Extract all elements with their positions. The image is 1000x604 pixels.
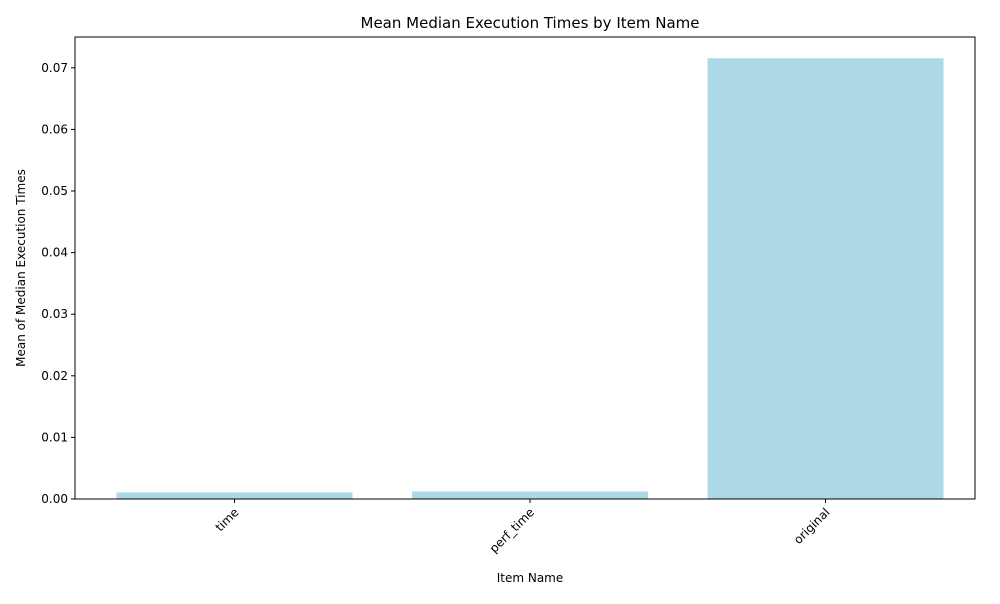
- y-tick-label: 0.02: [41, 369, 68, 383]
- y-tick-label: 0.01: [41, 430, 68, 444]
- bar-perf_time: [412, 491, 648, 499]
- x-tick-label: original: [791, 505, 833, 547]
- bar-time: [116, 492, 353, 499]
- y-tick-label: 0.00: [41, 492, 68, 506]
- bar-original: [707, 58, 944, 499]
- y-tick-label: 0.05: [41, 184, 68, 198]
- y-tick-label: 0.03: [41, 307, 68, 321]
- x-tick-label: time: [213, 505, 242, 534]
- y-tick-label: 0.04: [41, 246, 68, 260]
- x-axis-label: Item Name: [497, 571, 564, 585]
- x-axis-ticks: time perf_time original: [213, 499, 833, 556]
- chart-title: Mean Median Execution Times by Item Name: [361, 14, 700, 32]
- y-axis-label: Mean of Median Execution Times: [14, 169, 28, 367]
- y-axis-ticks: 0.00 0.01 0.02 0.03 0.04 0.05 0.06 0.07: [41, 61, 75, 506]
- x-tick-label: perf_time: [487, 505, 537, 555]
- bars-layer: [116, 58, 944, 499]
- plot-frame: [74, 36, 976, 500]
- y-tick-label: 0.06: [41, 122, 68, 136]
- y-tick-label: 0.07: [41, 61, 68, 75]
